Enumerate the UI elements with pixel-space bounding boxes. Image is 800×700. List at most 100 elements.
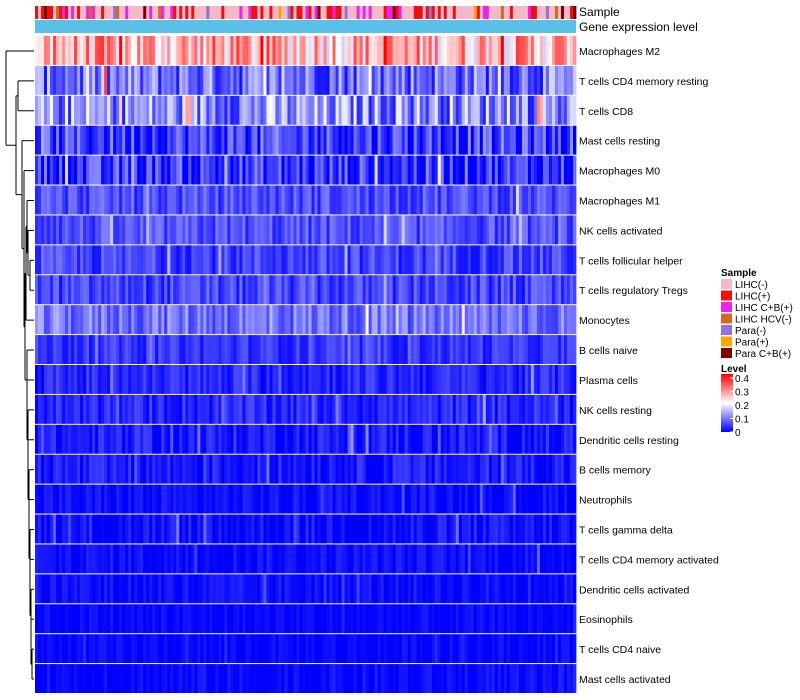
heatmap-cell	[470, 65, 475, 95]
heatmap-cell	[188, 454, 192, 484]
heatmap-cell	[89, 544, 93, 574]
heatmap-cell	[443, 65, 448, 95]
heatmap-cell	[392, 95, 397, 125]
sample-annotation-cell	[485, 6, 490, 19]
heatmap-cell	[251, 424, 255, 454]
heatmap-cell	[395, 335, 400, 364]
heatmap-cell	[140, 215, 144, 245]
heatmap-cell	[185, 245, 189, 275]
heatmap-cell	[71, 664, 75, 693]
heatmap-cell	[302, 454, 306, 484]
heatmap-cell	[563, 335, 568, 364]
heatmap-cell	[77, 365, 81, 394]
heatmap-cell	[401, 36, 406, 65]
heatmap-cell	[503, 125, 508, 155]
heatmap-cell	[500, 365, 505, 394]
sample-annotation-cell	[236, 6, 240, 19]
heatmap-cell	[98, 634, 102, 664]
heatmap-cell	[95, 335, 99, 364]
heatmap-cell	[194, 125, 198, 155]
heatmap-cell	[263, 155, 267, 185]
heatmap-cell	[473, 245, 478, 275]
heatmap-cell	[71, 245, 75, 275]
heatmap-cell	[566, 544, 571, 574]
heatmap-cell	[230, 275, 234, 305]
heatmap-cell	[332, 36, 336, 65]
row-label: NK cells activated	[579, 225, 663, 237]
heatmap-cell	[455, 634, 460, 664]
heatmap-cell	[203, 155, 207, 185]
heatmap-cell	[245, 544, 249, 574]
heatmap-cell	[425, 424, 430, 454]
heatmap-cell	[152, 95, 156, 125]
heatmap-cell	[257, 574, 261, 604]
heatmap-cell	[83, 484, 87, 514]
heatmap-cell	[395, 275, 400, 305]
heatmap-cell	[515, 574, 520, 604]
sample-annotation-cell	[434, 6, 439, 19]
heatmap-cell	[116, 604, 120, 634]
heatmap-cell	[185, 394, 189, 424]
heatmap-cell	[260, 36, 264, 65]
heatmap-cell	[383, 185, 388, 215]
heatmap-cell	[272, 245, 276, 275]
heatmap-cell	[47, 394, 51, 424]
heatmap-cell	[212, 574, 216, 604]
heatmap-cell	[218, 604, 222, 634]
heatmap-cell	[68, 454, 72, 484]
heatmap-cell	[446, 185, 451, 215]
heatmap-cell	[89, 95, 93, 125]
heatmap-cell	[44, 514, 48, 544]
heatmap-cell	[74, 275, 78, 305]
heatmap-cell	[89, 664, 93, 693]
heatmap-cell	[527, 514, 532, 544]
heatmap-cell	[494, 245, 499, 275]
heatmap-cell	[149, 394, 153, 424]
heatmap-cell	[53, 185, 57, 215]
heatmap-cell	[128, 215, 132, 245]
heatmap-cell	[302, 394, 306, 424]
heatmap-cell	[212, 514, 216, 544]
heatmap-cell	[47, 215, 51, 245]
heatmap-cell	[440, 335, 445, 364]
heatmap-cell	[293, 125, 297, 155]
heatmap-cell	[35, 335, 39, 364]
heatmap-cell	[479, 544, 484, 574]
heatmap-cell	[512, 664, 517, 693]
heatmap-cell	[371, 424, 376, 454]
heatmap-cell	[296, 424, 300, 454]
heatmap-cell	[158, 185, 162, 215]
heatmap-cell	[383, 275, 388, 305]
heatmap-cell	[110, 544, 114, 574]
heatmap-cell	[113, 394, 117, 424]
heatmap-cell	[428, 484, 433, 514]
heatmap-cell	[296, 365, 300, 394]
heatmap-cell	[122, 394, 126, 424]
heatmap-cell	[404, 454, 409, 484]
heatmap-cell	[221, 65, 225, 95]
heatmap-cell	[47, 36, 51, 65]
sample-annotation-cell	[194, 6, 198, 19]
heatmap-cell	[461, 215, 466, 245]
heatmap-cell	[437, 185, 442, 215]
heatmap-cell	[395, 305, 400, 335]
heatmap-cell	[107, 664, 111, 693]
heatmap-cell	[497, 65, 502, 95]
heatmap-cell	[521, 484, 526, 514]
sample-annotation-cell	[308, 6, 312, 19]
heatmap-cell	[248, 664, 252, 693]
heatmap-cell	[224, 36, 228, 65]
heatmap-cell	[302, 544, 306, 574]
heatmap-cell	[326, 155, 330, 185]
heatmap-cell	[185, 514, 189, 544]
heatmap-cell	[134, 36, 138, 65]
sample-legend-label: LIHC C+B(+)	[735, 303, 793, 314]
heatmap-cell	[254, 275, 258, 305]
heatmap-cell	[287, 365, 291, 394]
heatmap-cell	[179, 574, 183, 604]
heatmap-cell	[263, 514, 267, 544]
heatmap-cell	[551, 36, 556, 65]
heatmap-cell	[257, 215, 261, 245]
heatmap-cell	[62, 664, 66, 693]
heatmap-cell	[572, 275, 577, 305]
